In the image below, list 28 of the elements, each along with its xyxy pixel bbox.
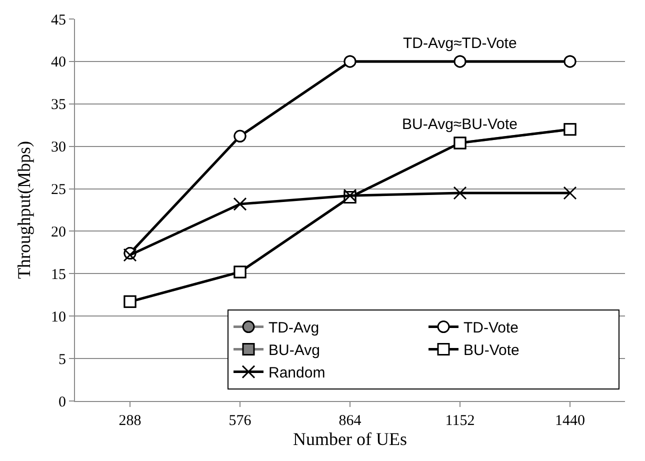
- y-tick-label: 35: [51, 97, 66, 114]
- y-tick-label: 40: [51, 54, 66, 71]
- legend-label: BU-Vote: [464, 342, 520, 360]
- legend-label: Random: [268, 364, 326, 382]
- x-tick-label: 1440: [555, 413, 585, 429]
- legend-label: BU-Avg: [268, 342, 320, 360]
- point: [563, 186, 577, 200]
- point: [343, 188, 357, 202]
- x-axis-title: Number of UEs: [293, 429, 407, 450]
- annotation: BU-Avg≈BU-Vote: [402, 116, 518, 133]
- annotation: TD-Avg≈TD-Vote: [403, 35, 517, 52]
- y-tick-label: 10: [51, 309, 66, 326]
- x-tick-label: 576: [228, 413, 252, 429]
- x-tick-label: 1152: [445, 413, 475, 429]
- y-tick-label: 30: [51, 140, 66, 156]
- y-axis-title: Throughput(Mbps): [14, 141, 34, 279]
- x-tick-label: 864: [338, 413, 362, 429]
- point: [453, 186, 467, 200]
- y-tick-label: 0: [58, 394, 66, 410]
- y-tick-label: 45: [51, 12, 66, 28]
- point: [233, 197, 247, 211]
- x-tick-label: 288: [118, 413, 142, 429]
- legend-label: TD-Vote: [464, 320, 519, 337]
- y-tick-label: 25: [51, 182, 66, 198]
- legend-label: TD-Avg: [268, 320, 320, 337]
- y-tick-label: 20: [51, 224, 66, 240]
- y-tick-label: 5: [58, 352, 66, 368]
- y-tick-label: 15: [51, 266, 66, 283]
